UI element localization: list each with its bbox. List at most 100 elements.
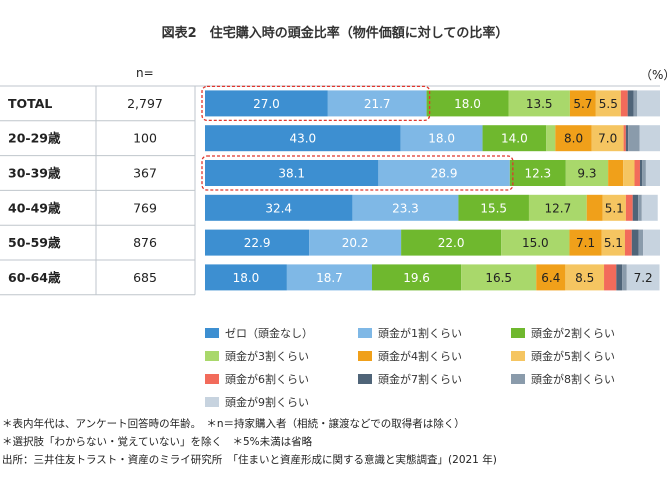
bar-segment xyxy=(631,229,639,256)
n-value: 2,797 xyxy=(127,96,163,111)
bar-segment xyxy=(626,264,660,291)
bar-segment xyxy=(205,264,287,291)
legend-swatch xyxy=(205,328,219,338)
note-line-1: ＊表内年代は、アンケート回答時の年齢。 ＊n＝持家購入者（相続・譲渡などでの取得… xyxy=(2,418,465,430)
bar-segment xyxy=(371,264,462,291)
bar-segment xyxy=(624,229,632,256)
bar-segment xyxy=(205,90,328,117)
bar-segment xyxy=(509,160,566,186)
data-label: 21.7 xyxy=(364,97,391,111)
bar-segment xyxy=(565,160,609,186)
data-label: 13.5 xyxy=(526,97,553,111)
data-label: 19.6 xyxy=(403,271,430,285)
legend-label: 頭金が6割くらい xyxy=(225,373,309,386)
bar-segment xyxy=(639,125,660,152)
bar-segment xyxy=(628,125,640,152)
legend-item: 頭金が9割くらい xyxy=(205,394,309,410)
legend-item: 頭金が6割くらい xyxy=(205,371,309,387)
bar-segment xyxy=(623,160,635,186)
legend-item: ゼロ（頭金なし） xyxy=(205,325,313,341)
data-label: 38.1 xyxy=(278,167,305,181)
bar-segment xyxy=(401,229,502,256)
bar-segment xyxy=(642,160,646,186)
bar-segment xyxy=(501,229,570,256)
note-line-2: ＊選択肢「わからない・覚えていない」を除く ＊5%未満は省略 xyxy=(2,436,313,448)
bar-segment xyxy=(643,229,660,256)
data-label: 15.5 xyxy=(480,201,507,215)
bar-segment xyxy=(569,90,596,117)
legend-label: 頭金が9割くらい xyxy=(225,396,309,409)
legend-item: 頭金が7割くらい xyxy=(358,371,462,387)
data-label: 18.7 xyxy=(316,271,343,285)
bar-segment xyxy=(352,194,459,221)
legend-label: 頭金が4割くらい xyxy=(378,350,462,363)
bar-segment xyxy=(591,125,624,152)
n-value: 876 xyxy=(133,235,157,250)
legend-item: 頭金が3割くらい xyxy=(205,348,309,364)
category-label: 60-64歳 xyxy=(8,270,61,285)
data-label: 23.3 xyxy=(392,201,419,215)
bar-segment xyxy=(637,90,660,117)
stacked-bar-chart: TOTAL 2,797 27.0 21.7 18.0 13.5 5.7 5.5 20-29歳 10… xyxy=(0,85,660,296)
legend-label: 頭金が3割くらい xyxy=(225,350,309,363)
bar-segment xyxy=(632,194,639,221)
data-label: 12.3 xyxy=(524,167,551,181)
data-label: 43.0 xyxy=(289,132,316,146)
data-label: 5.5 xyxy=(599,97,618,111)
category-label: TOTAL xyxy=(8,96,52,111)
n-value: 769 xyxy=(133,200,157,215)
category-label: 50-59歳 xyxy=(8,235,61,250)
legend-swatch xyxy=(511,328,525,338)
category-label: 40-49歳 xyxy=(8,200,61,215)
legend-item: 頭金が5割くらい xyxy=(511,348,615,364)
legend-label: 頭金が5割くらい xyxy=(531,350,615,363)
n-header: n= xyxy=(136,66,154,80)
bar-segment xyxy=(602,194,626,221)
bar-segment xyxy=(536,264,566,291)
data-label: 7.1 xyxy=(576,236,595,250)
data-label: 28.9 xyxy=(431,167,458,181)
bar-segment xyxy=(620,90,628,117)
data-label: 9.3 xyxy=(577,167,596,181)
data-label: 8.5 xyxy=(575,271,594,285)
bar-segment xyxy=(586,194,603,221)
data-label: 7.0 xyxy=(598,132,617,146)
bar-segment xyxy=(327,90,427,117)
bar-segment xyxy=(622,264,627,291)
bar-segment xyxy=(638,194,642,221)
data-label: 18.0 xyxy=(233,271,260,285)
legend-label: ゼロ（頭金なし） xyxy=(225,327,313,340)
data-label: 6.4 xyxy=(541,271,560,285)
data-label: 18.0 xyxy=(428,132,455,146)
bar-segment xyxy=(205,194,353,221)
bar-segment xyxy=(400,125,483,152)
bar-segment xyxy=(528,194,587,221)
data-label: 15.0 xyxy=(522,236,549,250)
bar-segment xyxy=(309,229,402,256)
bar-segment xyxy=(601,229,625,256)
bar-segment xyxy=(286,264,372,291)
bar-segment xyxy=(565,264,605,291)
bar-segment xyxy=(625,194,633,221)
legend-swatch xyxy=(358,374,372,384)
data-label: 16.5 xyxy=(485,271,512,285)
data-label: 14.0 xyxy=(501,132,528,146)
bar-segment xyxy=(205,160,379,186)
highlight-box xyxy=(201,155,514,191)
bar-segment xyxy=(625,125,629,152)
legend-item: 頭金が8割くらい xyxy=(511,371,615,387)
data-label: 5.1 xyxy=(605,201,624,215)
unit-label: （%） xyxy=(640,68,670,82)
n-value: 685 xyxy=(133,270,157,285)
bar-segment xyxy=(623,125,626,152)
legend-item: 頭金が2割くらい xyxy=(511,325,615,341)
data-label: 22.9 xyxy=(244,236,271,250)
legend-swatch xyxy=(205,374,219,384)
data-label: 5.7 xyxy=(573,97,592,111)
data-label: 7.2 xyxy=(634,271,653,285)
legend-item: 頭金が1割くらい xyxy=(358,325,462,341)
legend-swatch xyxy=(358,328,372,338)
bar-segment xyxy=(641,194,658,221)
bar-segment xyxy=(482,125,547,152)
bar-segment xyxy=(205,125,401,152)
